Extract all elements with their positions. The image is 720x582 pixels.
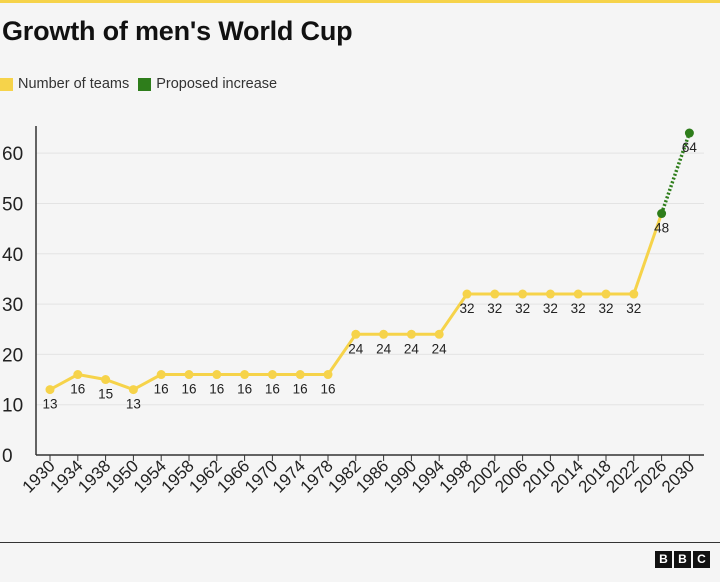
x-tick-label: 2030 [658, 456, 698, 496]
legend-label-number-of-teams: Number of teams [18, 76, 130, 92]
data-point [351, 329, 361, 339]
data-point [267, 370, 277, 380]
data-point [379, 329, 389, 339]
data-label: 16 [265, 382, 280, 397]
bbc-logo-block: C [693, 551, 710, 568]
data-label: 24 [404, 341, 420, 356]
data-point [45, 385, 55, 395]
data-label: 16 [70, 382, 85, 397]
data-point [657, 209, 667, 219]
data-label: 32 [626, 301, 641, 316]
y-tick-label: 10 [2, 396, 23, 417]
data-point [629, 289, 639, 299]
chart-title: Growth of men's World Cup [2, 16, 353, 46]
data-label: 16 [181, 382, 196, 397]
data-point [212, 370, 222, 380]
y-tick-label: 0 [2, 446, 13, 467]
legend-item-proposed-increase: Proposed increase [138, 76, 277, 92]
data-label: 13 [42, 397, 57, 412]
data-label: 16 [209, 382, 224, 397]
data-label: 13 [126, 397, 141, 412]
data-point [101, 375, 111, 385]
data-label: 16 [237, 382, 252, 397]
data-point [184, 370, 194, 380]
data-label: 16 [154, 382, 169, 397]
data-point [601, 289, 611, 299]
bbc-logo-block: B [674, 551, 691, 568]
data-label: 24 [376, 341, 392, 356]
data-point [73, 370, 83, 380]
data-label: 64 [682, 140, 698, 155]
data-label: 32 [459, 301, 474, 316]
bbc-logo-block: B [655, 551, 672, 568]
data-point [128, 385, 138, 395]
data-label: 32 [515, 301, 530, 316]
legend: Number of teams Proposed increase [0, 76, 286, 92]
data-point [462, 289, 472, 299]
data-label: 15 [98, 387, 113, 402]
data-point [434, 329, 444, 339]
data-point [518, 289, 528, 299]
data-label: 32 [543, 301, 558, 316]
y-tick-label: 40 [2, 245, 23, 266]
data-point [545, 289, 555, 299]
data-point [406, 329, 416, 339]
legend-item-number-of-teams: Number of teams [0, 76, 129, 92]
data-point [684, 128, 694, 138]
data-label: 24 [348, 341, 364, 356]
data-point [295, 370, 305, 380]
data-label: 24 [432, 341, 448, 356]
line-chart: 0102030405060193019341938195019541958196… [2, 126, 704, 497]
y-tick-label: 60 [2, 144, 23, 165]
data-label: 16 [320, 382, 335, 397]
data-label: 48 [654, 221, 669, 236]
data-point [490, 289, 500, 299]
data-point [240, 370, 250, 380]
bbc-logo: B B C [655, 551, 712, 568]
data-label: 16 [293, 382, 308, 397]
y-tick-label: 50 [2, 194, 23, 215]
y-tick-label: 30 [2, 295, 23, 316]
top-accent-rule [0, 0, 720, 3]
legend-swatch-green [138, 77, 152, 91]
data-point [573, 289, 583, 299]
y-tick-label: 20 [2, 345, 23, 366]
data-label: 32 [487, 301, 502, 316]
data-point [156, 370, 166, 380]
bottom-rule [0, 542, 720, 543]
legend-swatch-yellow [0, 77, 13, 91]
data-point [323, 370, 333, 380]
legend-label-proposed-increase: Proposed increase [156, 76, 278, 92]
data-label: 32 [571, 301, 586, 316]
data-label: 32 [598, 301, 613, 316]
